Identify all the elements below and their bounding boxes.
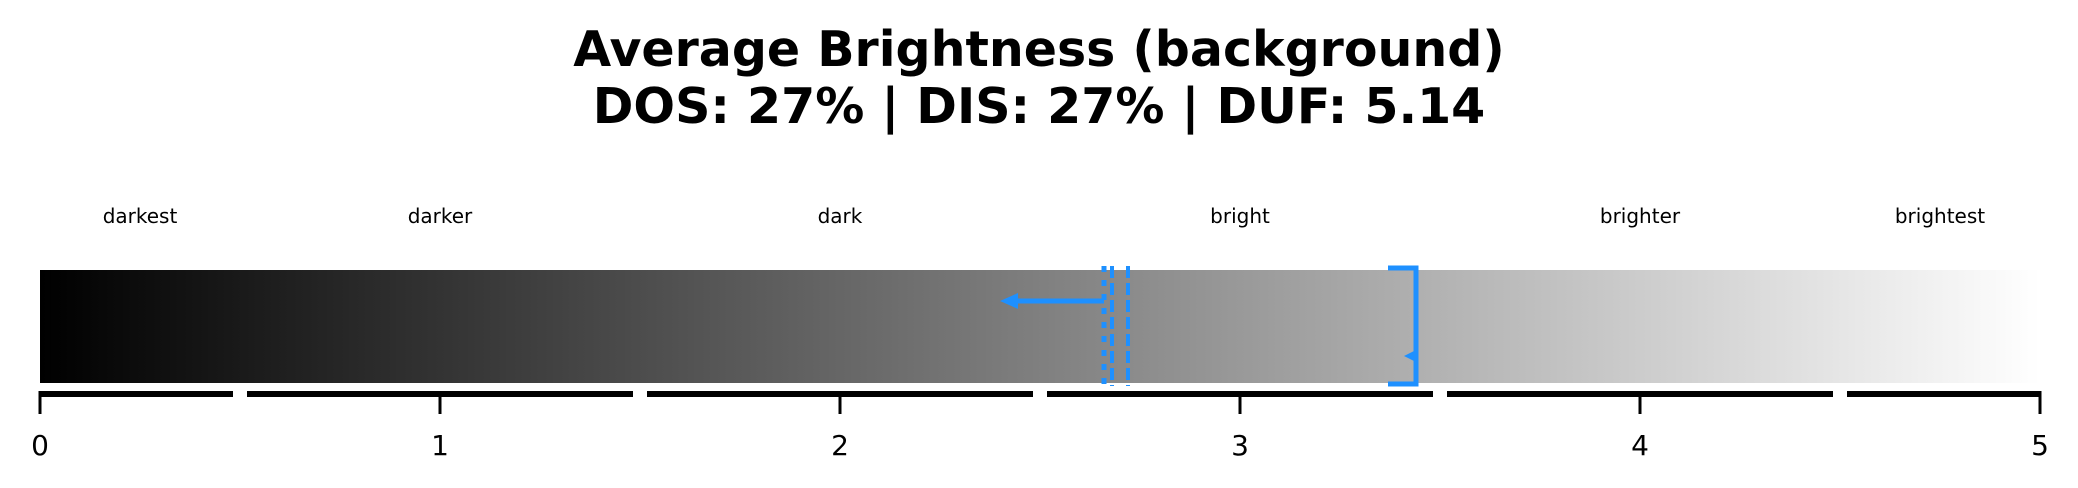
zone-label-dark: dark — [818, 204, 863, 228]
x-tick-label: 0 — [31, 429, 49, 462]
indicator-markers — [1000, 265, 1419, 387]
chart-title-line2: DOS: 27% | DIS: 27% | DUF: 5.14 — [593, 78, 1486, 136]
x-tick-label: 1 — [431, 429, 449, 462]
direction-arrow-head — [1000, 293, 1018, 309]
zone-label-brightest: brightest — [1895, 204, 1985, 228]
zone-label-brighter: brighter — [1600, 204, 1681, 228]
x-tick-label: 2 — [831, 429, 849, 462]
zone-label-darkest: darkest — [103, 204, 178, 228]
range-bracket — [1388, 265, 1419, 387]
zone-label-darker: darker — [408, 204, 473, 228]
zone-label-bright: bright — [1210, 204, 1270, 228]
chart-title-line1: Average Brightness (background) — [573, 21, 1504, 78]
x-tick-label: 4 — [1631, 429, 1649, 462]
x-axis: 0 1 2 3 4 5 — [31, 391, 2049, 462]
brightness-gradient-bar — [40, 270, 2040, 383]
zone-labels: darkest darker dark bright brighter brightest — [103, 204, 1986, 228]
bracket-pointer — [1404, 350, 1416, 362]
x-tick-label: 3 — [1231, 429, 1249, 462]
x-tick-label: 5 — [2031, 429, 2049, 462]
